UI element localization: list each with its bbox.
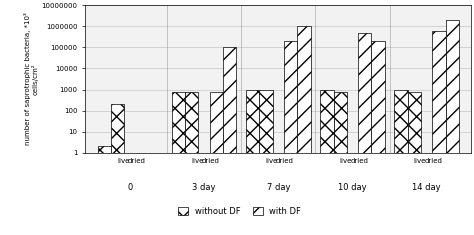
Bar xyxy=(408,92,421,235)
Bar xyxy=(284,41,297,235)
Text: 7 day: 7 day xyxy=(266,183,290,192)
Bar xyxy=(210,92,223,235)
Text: 3 day: 3 day xyxy=(192,183,216,192)
Y-axis label: number of saprotrophic bacteria, *10³
cells/cm²: number of saprotrophic bacteria, *10³ ce… xyxy=(24,13,39,145)
Bar xyxy=(172,92,185,235)
Text: 14 day: 14 day xyxy=(412,183,441,192)
Bar xyxy=(98,146,111,235)
Bar xyxy=(372,41,385,235)
Text: 0: 0 xyxy=(127,183,132,192)
Bar xyxy=(223,47,237,235)
Bar xyxy=(446,20,459,235)
Bar xyxy=(334,92,347,235)
Bar xyxy=(111,104,124,235)
Bar xyxy=(320,90,334,235)
Bar xyxy=(246,90,259,235)
Text: 10 day: 10 day xyxy=(338,183,367,192)
Bar xyxy=(297,26,310,235)
Bar xyxy=(394,90,408,235)
Bar xyxy=(185,92,199,235)
Bar xyxy=(259,90,273,235)
Bar xyxy=(432,31,446,235)
Bar xyxy=(358,33,372,235)
Legend: without DF, with DF: without DF, with DF xyxy=(175,204,305,219)
